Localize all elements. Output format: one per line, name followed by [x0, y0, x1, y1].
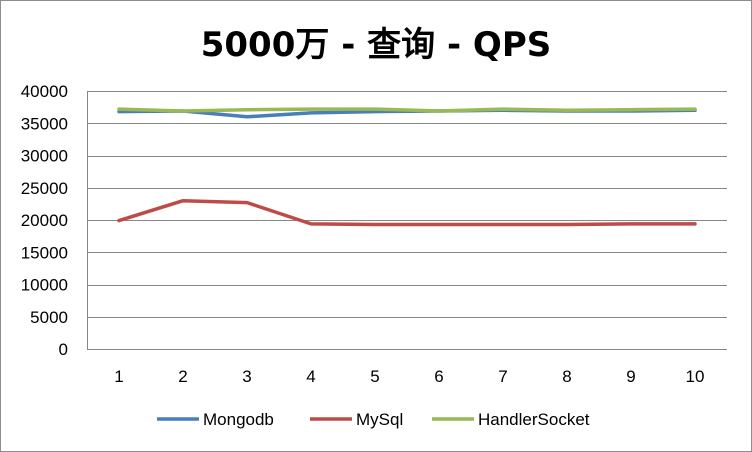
x-tick-label: 5: [370, 367, 379, 386]
legend-label: Mongodb: [203, 410, 274, 429]
y-tick-label: 40000: [21, 82, 68, 101]
chart-title: 5000万 - 查询 - QPS: [201, 25, 552, 65]
y-tick-label: 20000: [21, 211, 68, 230]
legend-label: MySql: [356, 410, 403, 429]
y-tick-label: 35000: [21, 114, 68, 133]
x-tick-label: 1: [114, 367, 123, 386]
y-tick-label: 5000: [30, 308, 68, 327]
series-line-handlersocket: [117, 107, 697, 113]
x-tick-label: 4: [306, 367, 315, 386]
x-tick-label: 9: [626, 367, 635, 386]
y-tick-label: 30000: [21, 147, 68, 166]
y-tick-label: 15000: [21, 243, 68, 262]
legend: Mongodb MySql HandlerSocket: [157, 410, 590, 429]
series-lines: [117, 107, 697, 227]
x-tick-label: 6: [434, 367, 443, 386]
legend-label: HandlerSocket: [478, 410, 590, 429]
y-tick-label: 25000: [21, 179, 68, 198]
x-tick-label: 2: [178, 367, 187, 386]
x-tick-label: 10: [686, 367, 705, 386]
series-line-mysql: [117, 198, 697, 227]
x-tick-label: 8: [562, 367, 571, 386]
axes: 0 5000 10000 15000 20000 25000 30000 35000 40000…: [21, 82, 727, 386]
y-tick-label: 10000: [21, 276, 68, 295]
x-tick-label: 7: [498, 367, 507, 386]
x-tick-label: 3: [242, 367, 251, 386]
y-tick-label: 0: [59, 340, 68, 359]
gridlines: [87, 91, 727, 318]
